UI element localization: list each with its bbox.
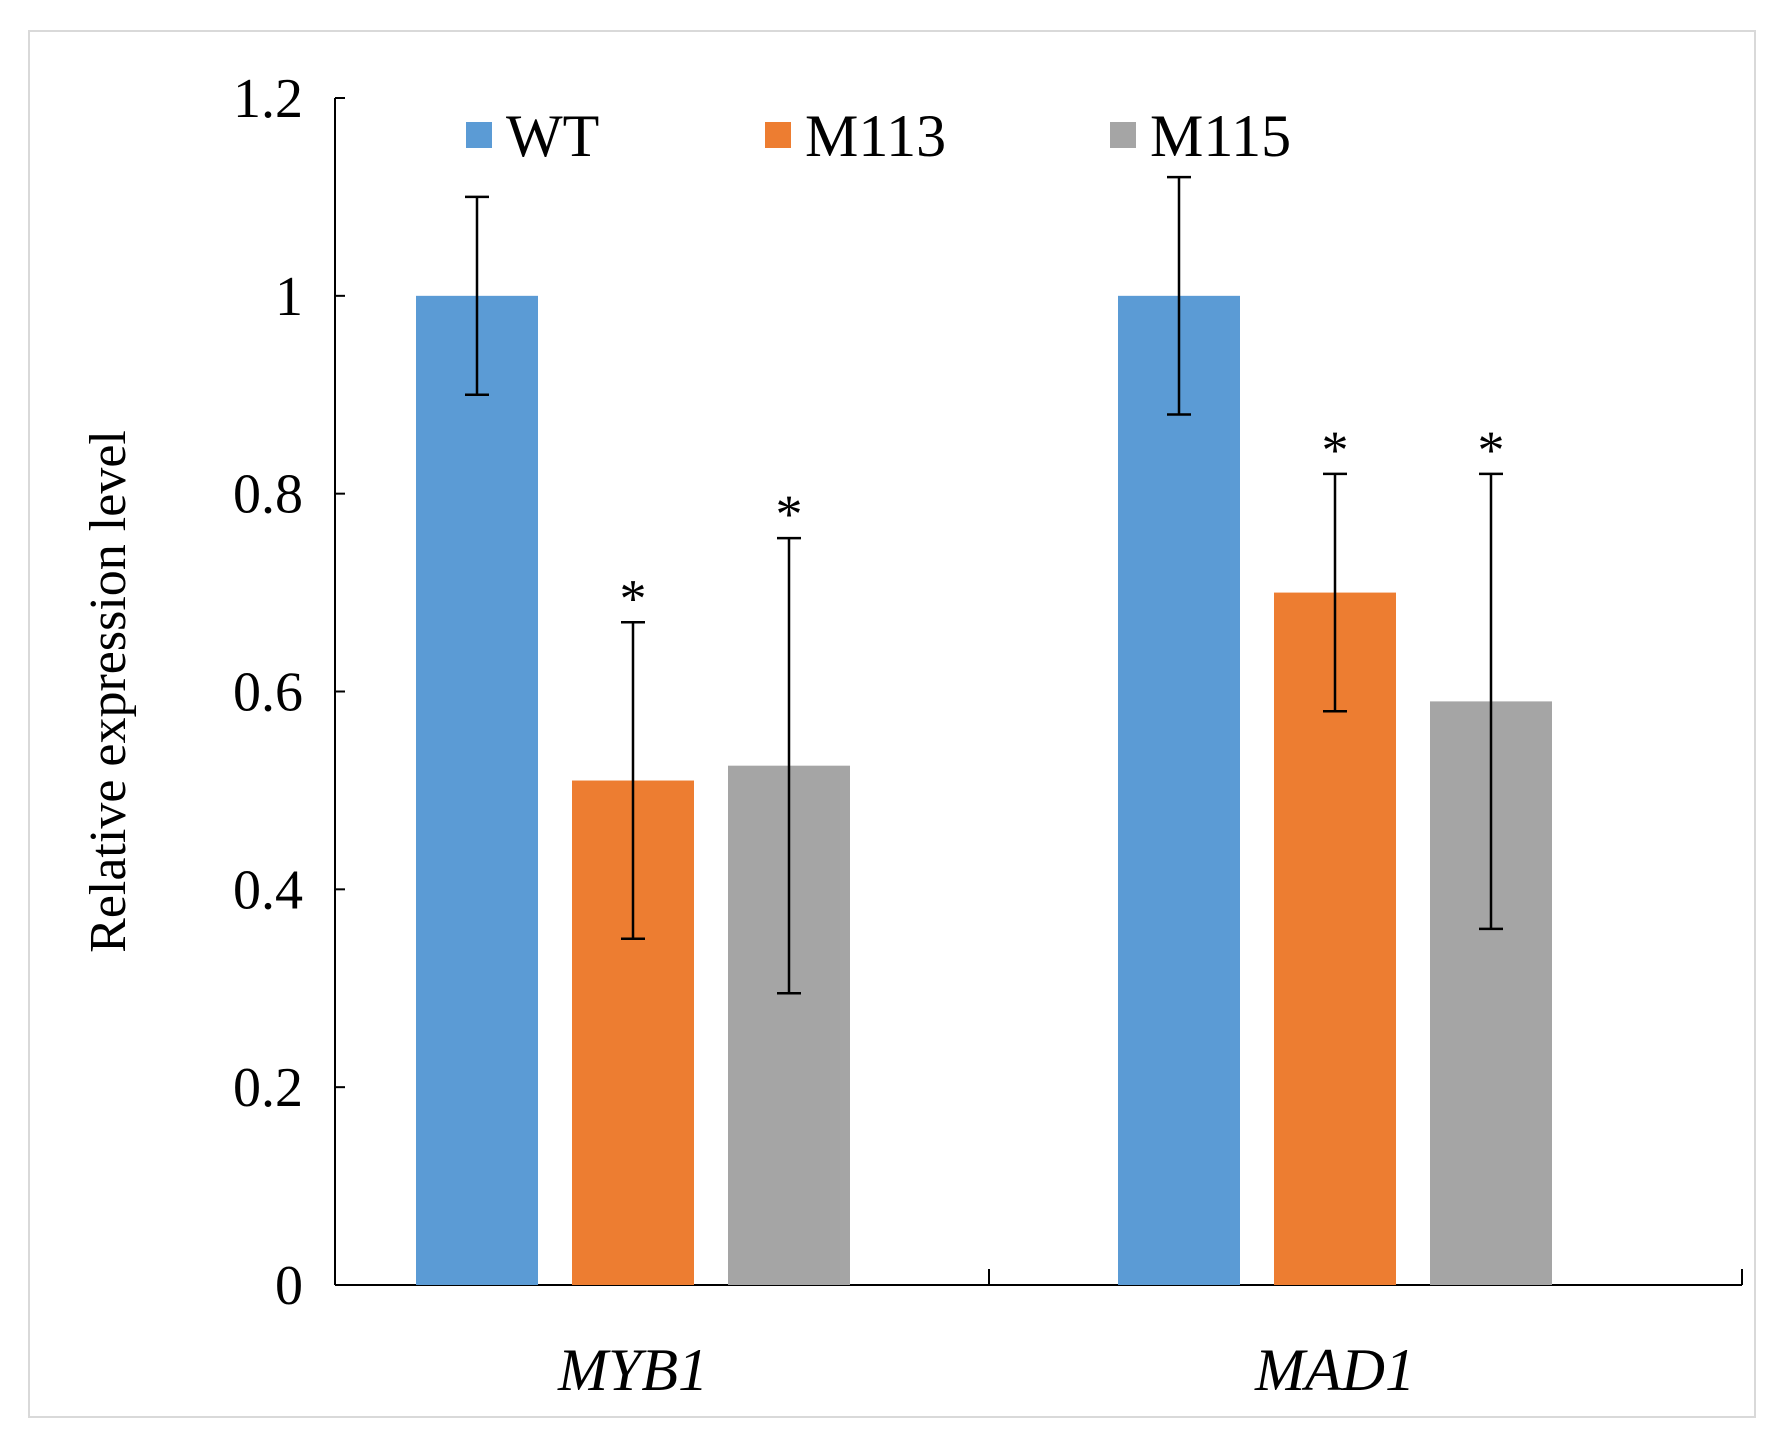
legend-swatch-m113 xyxy=(765,122,791,148)
y-axis-title: Relative expression level xyxy=(80,430,137,953)
legend-label-m113: M113 xyxy=(805,103,946,169)
legend-label-wt: WT xyxy=(506,103,599,169)
y-tick-label: 1 xyxy=(275,266,303,328)
y-tick-label: 0.6 xyxy=(233,662,303,724)
y-tick-label: 0 xyxy=(275,1255,303,1317)
bar-wt-myb1 xyxy=(416,295,538,1285)
bar-chart: 0 0.2 0.4 0.6 0.8 1 1.2 Relative expression lev… xyxy=(80,68,1743,1403)
y-tick-label: 1.2 xyxy=(233,68,303,130)
chart-frame: 0 0.2 0.4 0.6 0.8 1 1.2 Relative expression lev… xyxy=(28,30,1756,1418)
significance-marker: * xyxy=(620,568,647,628)
x-category-label: MYB1 xyxy=(557,1337,708,1403)
legend-swatch-m115 xyxy=(1110,122,1136,148)
y-tick-label: 0.4 xyxy=(233,859,303,921)
significance-marker: * xyxy=(1478,420,1505,480)
legend-swatch-wt xyxy=(466,122,492,148)
x-category-label: MAD1 xyxy=(1254,1337,1415,1403)
y-tick-label: 0.2 xyxy=(233,1057,303,1119)
y-tick-label: 0.8 xyxy=(233,464,303,526)
significance-marker: * xyxy=(1322,420,1349,480)
legend-label-m115: M115 xyxy=(1150,103,1291,169)
bar-wt-mad1 xyxy=(1118,295,1240,1285)
significance-marker: * xyxy=(776,484,803,544)
